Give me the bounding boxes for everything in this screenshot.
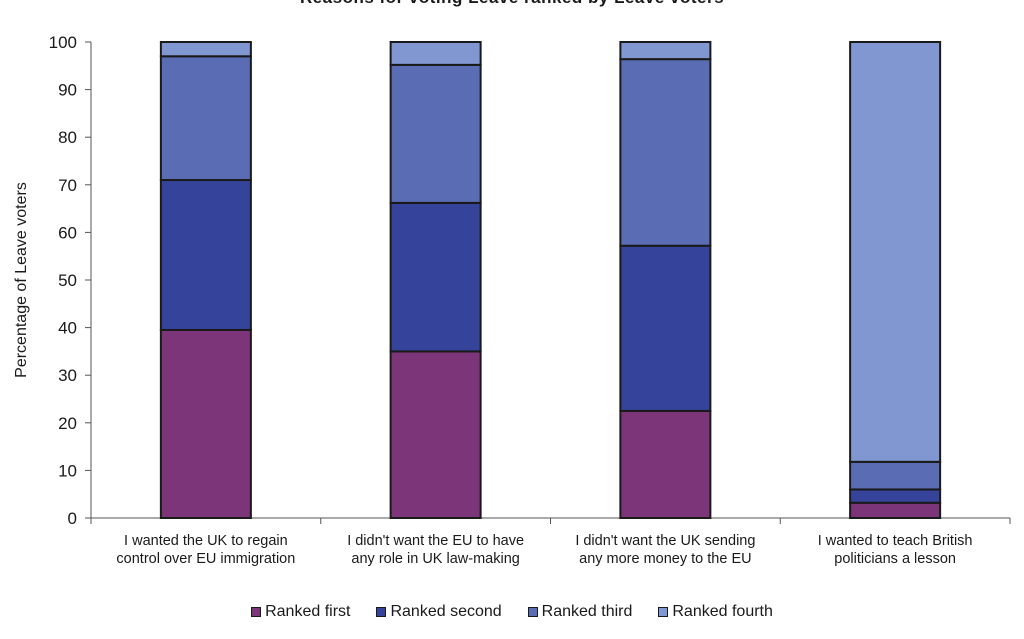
legend-label: Ranked fourth [672,603,773,620]
bar-segment [619,244,712,412]
legend-label: Ranked second [390,603,502,620]
y-tick-label: 90 [58,81,77,100]
bar-segment [849,41,942,463]
bar-segment [389,63,482,204]
bar-segment [159,55,252,182]
bar-segment [389,41,482,66]
y-tick-label: 0 [68,509,77,528]
y-tick-label: 20 [58,414,77,433]
y-tick-label: 60 [58,223,77,242]
bar-segment [849,460,942,491]
y-tick-label: 40 [58,319,77,338]
legend-swatch [251,607,262,617]
legend-item: Ranked first [251,603,350,621]
legend-swatch [658,607,669,617]
y-tick-label: 50 [58,271,77,290]
y-tick-label: 80 [58,128,77,147]
legend-item: Ranked fourth [658,603,773,621]
bar-segment [159,41,252,58]
x-tick-label: I wanted the UK to regain [124,533,288,549]
y-axis-label: Percentage of Leave voters [13,182,30,378]
chart-legend: Ranked first Ranked second Ranked third Ran… [0,600,1024,624]
x-tick-label: politicians a lesson [834,551,956,567]
legend-label: Ranked third [541,603,633,620]
y-tick-label: 10 [58,461,77,480]
y-tick-label: 100 [49,33,77,52]
bar-segment [849,501,942,520]
bar-segment [619,58,712,247]
bar-segment [159,328,252,520]
x-tick-label: I didn't want the UK sending [575,533,755,549]
legend-label: Ranked first [265,603,351,620]
y-tick-label: 30 [58,366,77,385]
x-tick-label: any role in UK law-making [351,551,519,567]
bar-segment [389,350,482,519]
legend-item: Ranked third [527,603,633,621]
x-tick-label: I didn't want the EU to have [347,533,524,549]
x-tick-label: control over EU immigration [116,551,295,567]
y-tick-label: 70 [58,176,77,195]
chart-title: Reasons for voting Leave ranked by Leave… [0,0,1024,8]
x-tick-label: I wanted to teach British [818,533,973,549]
bar-segment [849,488,942,504]
legend-swatch [527,607,538,617]
bar-segment [619,409,712,519]
legend-item: Ranked second [376,603,502,621]
bar-segment [389,201,482,353]
chart-plot: 0 10 20 30 40 50 60 70 80 90 100 Percentage of Leav… [13,33,1011,567]
legend-swatch [376,607,387,617]
bar-segment [619,41,712,61]
x-tick-label: any more money to the EU [579,551,751,567]
bar-segment [159,179,252,331]
